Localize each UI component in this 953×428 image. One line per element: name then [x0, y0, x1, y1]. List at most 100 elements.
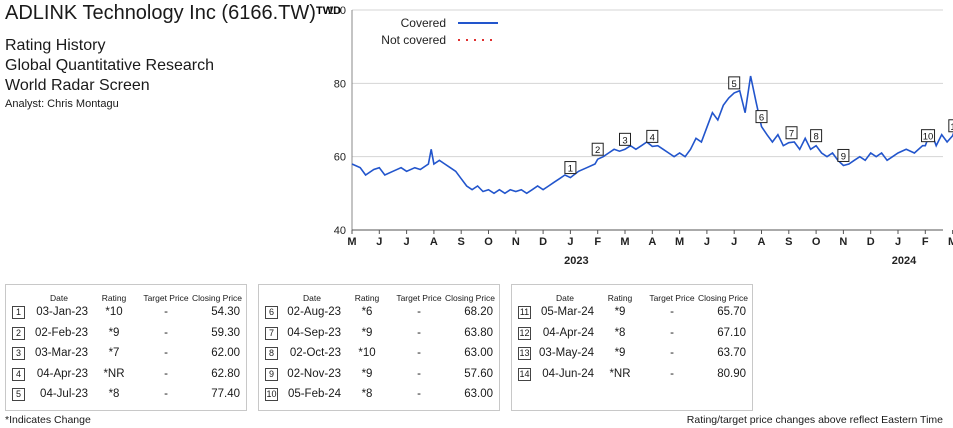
row-target-price: -: [670, 347, 674, 359]
x-tick-label: F: [594, 236, 601, 248]
row-number: 10: [265, 388, 278, 401]
table-header-closing: Closing Price: [444, 293, 496, 303]
row-number: 1: [12, 306, 25, 319]
y-tick-label: 80: [334, 78, 346, 90]
x-tick-label: O: [812, 236, 821, 248]
row-rating: *NR: [609, 367, 631, 380]
marker-box: [810, 129, 823, 143]
row-target-price: -: [670, 367, 674, 380]
rating-marker-4: 4: [646, 129, 659, 143]
marker-box: [646, 129, 659, 143]
row-rating: *8: [361, 388, 373, 400]
table-header-date: Date: [303, 293, 321, 303]
footnote-time: Rating/target price changes above reflec…: [686, 414, 943, 426]
row-date: 02-Oct-23: [289, 347, 341, 359]
price-line: [351, 75, 953, 195]
row-rating: *9: [361, 367, 373, 380]
row-rating: *10: [358, 347, 376, 359]
row-number: 2: [12, 326, 25, 340]
marker-label: 11: [950, 122, 953, 133]
row-rating: *NR: [103, 367, 125, 380]
y-tick-label: 60: [334, 152, 346, 164]
row-date: 02-Nov-23: [287, 367, 341, 380]
row-number: 12: [518, 326, 531, 340]
row-target-price: -: [164, 306, 168, 318]
row-target-price: -: [417, 367, 421, 380]
row-closing-price: 80.90: [717, 367, 746, 380]
marker-box: [837, 148, 850, 162]
row-number: 9: [265, 367, 278, 381]
x-axis: MJJASONDJFMAMJJASONDJFMAMJJASONDJFMA2023…: [347, 230, 953, 267]
x-tick-label: O: [484, 236, 493, 248]
table-header-date: Date: [556, 293, 574, 303]
row-target-price: -: [670, 306, 674, 318]
row-date: 04-Jun-24: [542, 367, 594, 380]
footnote-change: *Indicates Change: [5, 414, 91, 426]
marker-label: 7: [789, 129, 794, 140]
marker-label: 1: [568, 164, 573, 175]
row-target-price: -: [164, 347, 168, 359]
marker-box: [921, 129, 936, 143]
x-tick-label: J: [731, 236, 737, 248]
row-date: 02-Feb-23: [34, 326, 88, 339]
x-tick-label: A: [648, 236, 656, 248]
rating-table-3: Date Rating Target Price Closing Price 11 05-…: [511, 284, 753, 411]
row-closing-price: 63.00: [464, 388, 493, 400]
row-date: 04-Jul-23: [40, 388, 88, 400]
x-tick-label: D: [539, 236, 547, 248]
x-year-label: 2024: [892, 255, 917, 267]
row-number: 14: [518, 367, 531, 381]
page-title: ADLINK Technology Inc (6166.TW): [5, 2, 316, 24]
row-target-price: -: [417, 306, 421, 318]
marker-label: 5: [732, 79, 737, 90]
row-closing-price: 57.60: [464, 367, 493, 380]
marker-box: [591, 142, 604, 156]
row-closing-price: 54.30: [211, 306, 240, 318]
marker-box: [619, 132, 631, 146]
table-row: 5 04-Jul-23 *8 - 77.40: [6, 386, 246, 404]
row-closing-price: 65.70: [717, 306, 746, 318]
marker-box: [755, 110, 768, 124]
row-number: 4: [12, 367, 25, 381]
row-date: 04-Apr-24: [542, 326, 594, 339]
rating-marker-5: 5: [728, 76, 741, 90]
x-tick-label: D: [867, 236, 875, 248]
row-number: 5: [12, 388, 25, 401]
table-row: 3 03-Mar-23 *7 - 62.00: [6, 345, 246, 363]
row-closing-price: 62.80: [211, 367, 240, 380]
x-tick-label: A: [430, 236, 438, 248]
table-row: 6 02-Aug-23 *6 - 68.20: [259, 304, 499, 322]
row-closing-price: 77.40: [211, 388, 240, 400]
x-tick-label: S: [785, 236, 792, 248]
row-closing-price: 63.00: [464, 347, 493, 359]
rating-marker-6: 6: [755, 110, 768, 124]
table-header-closing: Closing Price: [697, 293, 749, 303]
rating-marker-7: 7: [785, 126, 798, 140]
row-rating: *9: [614, 347, 626, 359]
table-row: 9 02-Nov-23 *9 - 57.60: [259, 366, 499, 384]
row-target-price: -: [164, 326, 168, 339]
table-row: 12 04-Apr-24 *8 - 67.10: [512, 325, 752, 343]
row-date: 03-Mar-23: [34, 347, 88, 359]
x-tick-label: N: [512, 236, 520, 248]
row-date: 03-May-24: [539, 347, 594, 359]
y-tick-label: 100: [328, 5, 346, 17]
table-row: 2 02-Feb-23 *9 - 59.30: [6, 325, 246, 343]
rating-marker-2: 2: [591, 142, 604, 156]
subtitle-screen: World Radar Screen: [5, 77, 150, 94]
analyst-name: Analyst: Chris Montagu: [5, 98, 119, 110]
subtitle-research: Global Quantitative Research: [5, 57, 214, 74]
table-row: 1 03-Jan-23 *10 - 54.30: [6, 304, 246, 322]
x-tick-label: J: [704, 236, 710, 248]
chart-legend: Covered Not covered: [381, 16, 498, 47]
row-date: 04-Sep-23: [287, 326, 341, 339]
y-axis-label: TWD: [316, 5, 341, 17]
marker-box: [948, 119, 953, 133]
table-header-rating: Rating: [607, 293, 633, 303]
rating-marker-10: 10: [921, 129, 936, 143]
x-tick-label: F: [922, 236, 929, 248]
marker-label: 2: [595, 145, 600, 156]
x-year-label: 2023: [564, 255, 588, 267]
row-number: 13: [518, 347, 531, 360]
